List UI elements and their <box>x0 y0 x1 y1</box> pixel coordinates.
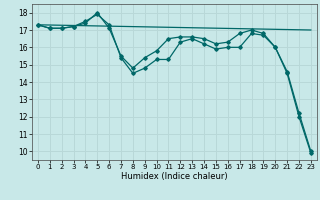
X-axis label: Humidex (Indice chaleur): Humidex (Indice chaleur) <box>121 172 228 181</box>
